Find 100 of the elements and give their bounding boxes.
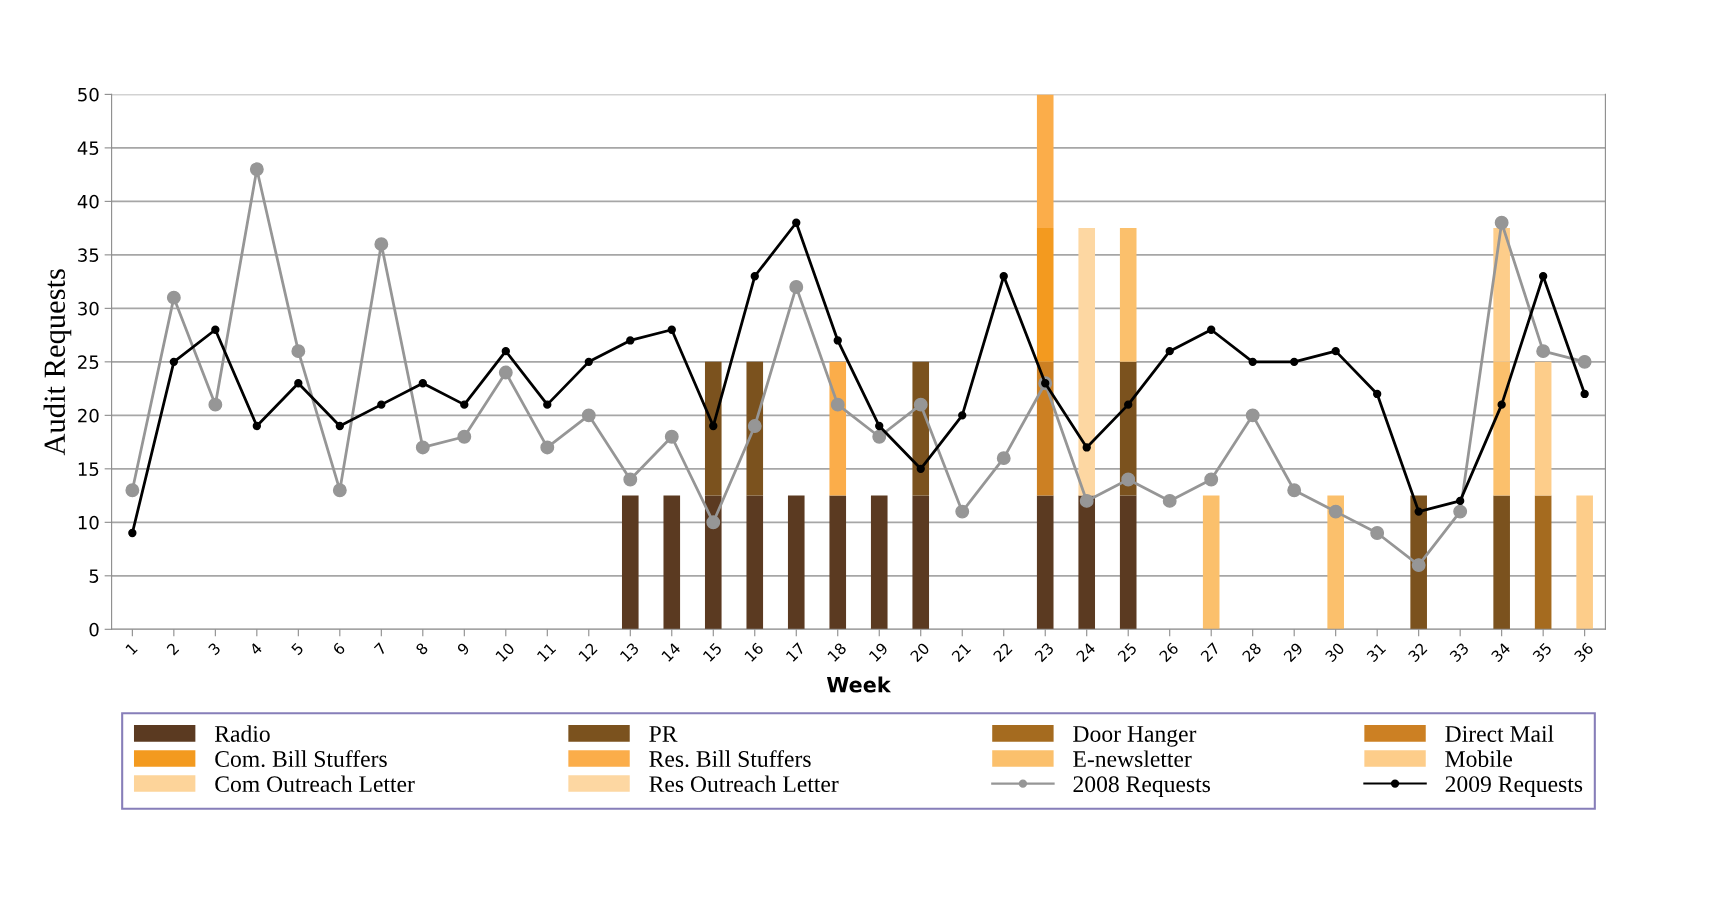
point	[664, 429, 679, 444]
point	[750, 272, 759, 281]
x-tick-label: 33	[1449, 642, 1470, 663]
legend-label: E-newsletter	[1073, 750, 1192, 768]
point	[501, 346, 510, 356]
point	[706, 515, 721, 530]
point	[1538, 272, 1548, 281]
bar	[1327, 495, 1344, 630]
bar	[1493, 228, 1510, 362]
bar	[1493, 361, 1510, 496]
x-tick-label: 27	[1200, 642, 1221, 663]
bar	[1078, 228, 1096, 496]
point	[460, 400, 469, 409]
point	[128, 528, 137, 538]
point	[415, 440, 430, 455]
legend-label: Res. Bill Stuffers	[649, 750, 811, 768]
legend-label: Radio	[214, 725, 270, 742]
point	[1373, 389, 1382, 399]
bar	[1493, 495, 1510, 630]
x-tick-label: 22	[992, 642, 1013, 663]
point	[332, 483, 347, 498]
point	[1536, 344, 1551, 359]
x-tick-label: 34	[1490, 641, 1512, 663]
bar	[704, 361, 722, 496]
bar	[787, 495, 805, 630]
bar	[1119, 228, 1137, 362]
point	[996, 451, 1011, 466]
point	[1290, 357, 1299, 367]
point	[747, 419, 762, 433]
point	[377, 400, 386, 409]
bar	[1534, 495, 1552, 630]
x-tick-label: 32	[1407, 642, 1428, 663]
point	[543, 400, 552, 409]
point	[913, 397, 928, 412]
y-tick-label: 40	[77, 194, 99, 209]
x-tick-label: 10	[495, 642, 516, 663]
x-tick-label: 3	[207, 642, 222, 656]
legend-label: 2008 Requests	[1073, 776, 1211, 797]
x-tick-label: 24	[1075, 641, 1096, 663]
x-tick-label: 26	[1158, 641, 1180, 663]
x-tick-label: 8	[415, 642, 429, 656]
x-tick-label: 17	[785, 642, 806, 662]
bar	[704, 495, 722, 630]
x-tick-label: 15	[702, 642, 723, 663]
bar	[1576, 495, 1593, 630]
x-tick-label: 21	[951, 642, 972, 663]
point	[208, 397, 223, 412]
point	[1414, 507, 1423, 516]
point	[1248, 357, 1257, 367]
x-tick-label: 4	[249, 642, 263, 656]
x-tick-label: 35	[1532, 642, 1553, 663]
x-tick-label: 9	[456, 642, 471, 656]
point	[457, 429, 472, 444]
legend-label: 2009 Requests	[1445, 776, 1583, 797]
point	[249, 162, 264, 177]
point	[789, 280, 804, 294]
point	[498, 365, 513, 380]
point	[581, 408, 596, 423]
x-tick-label: 1	[125, 642, 138, 655]
bar	[663, 495, 681, 630]
x-tick-label: 19	[868, 642, 889, 663]
legend-label: Mobile	[1445, 750, 1513, 767]
point	[626, 336, 635, 345]
legend-label: PR	[649, 726, 678, 742]
y-tick-label: 15	[78, 462, 99, 476]
x-tick-label: 12	[578, 642, 598, 662]
point	[958, 411, 967, 420]
point	[291, 344, 306, 359]
point	[1577, 354, 1592, 369]
x-tick-label: 18	[827, 642, 848, 663]
x-tick-label: 25	[1117, 642, 1138, 663]
bar	[1036, 228, 1054, 362]
point	[1162, 493, 1177, 508]
point	[1494, 215, 1509, 230]
point	[709, 421, 718, 431]
y-tick-label: 50	[78, 87, 99, 102]
bar	[829, 361, 847, 496]
y-axis-title: Audit Requests	[43, 269, 72, 456]
x-tick-label: 2	[166, 642, 180, 656]
y-tick-label: 30	[78, 301, 99, 316]
point	[335, 421, 344, 431]
point	[418, 379, 427, 388]
point	[1207, 325, 1216, 334]
point	[294, 379, 303, 388]
point	[169, 357, 179, 367]
point	[166, 290, 181, 305]
point	[623, 472, 638, 487]
x-tick-label: 20	[909, 642, 931, 663]
x-tick-label: 16	[744, 641, 765, 663]
point	[667, 325, 676, 334]
point	[1580, 389, 1589, 399]
point	[1204, 472, 1219, 487]
point	[1497, 400, 1506, 409]
bar	[621, 495, 639, 630]
y-tick-label: 20	[78, 408, 99, 423]
bar	[1078, 495, 1096, 630]
legend-label: Door Hanger	[1073, 726, 1197, 747]
point	[252, 421, 262, 431]
bar	[1534, 361, 1552, 496]
point	[1165, 346, 1174, 356]
